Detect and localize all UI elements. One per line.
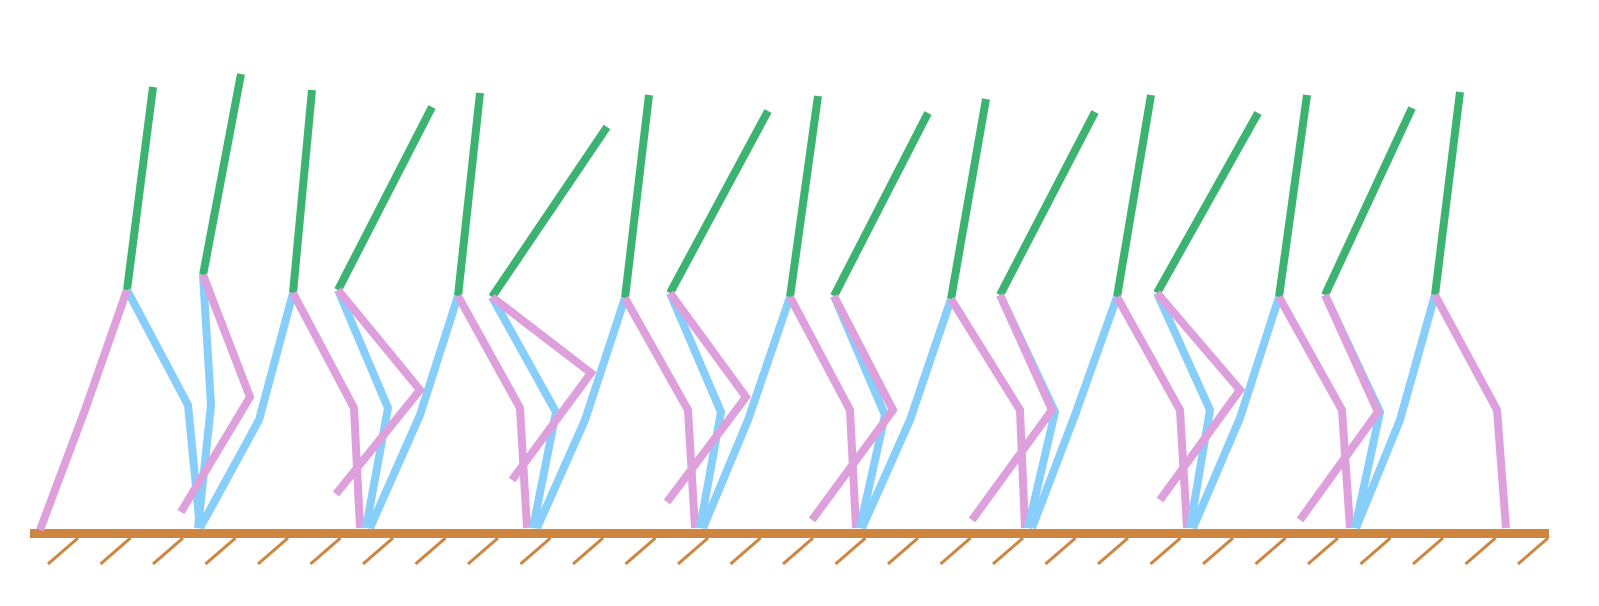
torso xyxy=(123,86,157,291)
hatch xyxy=(99,536,132,566)
hatch xyxy=(414,536,447,566)
hatch xyxy=(729,536,762,566)
left-leg xyxy=(289,291,364,529)
left-leg xyxy=(786,295,860,529)
hatch xyxy=(152,536,184,566)
figure xyxy=(808,111,932,529)
hatch xyxy=(992,536,1024,566)
hatch xyxy=(887,536,919,566)
hatch xyxy=(467,536,499,566)
figure xyxy=(332,105,436,529)
figure xyxy=(1352,91,1510,530)
torso xyxy=(786,95,822,298)
right-leg xyxy=(366,294,462,530)
figure xyxy=(196,89,364,530)
hatch xyxy=(257,536,289,566)
figure xyxy=(858,98,1029,530)
hatch xyxy=(834,536,867,566)
torso xyxy=(1275,94,1311,298)
figure xyxy=(1153,111,1262,529)
figure xyxy=(488,124,611,529)
torso xyxy=(488,124,611,300)
ground-hatches xyxy=(47,536,1549,566)
hatch xyxy=(1202,536,1234,566)
torso xyxy=(1321,106,1416,297)
torso xyxy=(830,111,932,298)
figure xyxy=(1189,94,1354,530)
figure xyxy=(699,95,860,530)
left-leg xyxy=(177,273,255,515)
hatch xyxy=(362,536,394,566)
figure xyxy=(663,109,772,529)
right-leg xyxy=(1189,295,1283,530)
hatch xyxy=(939,536,972,566)
right-leg xyxy=(196,291,297,530)
hatch xyxy=(519,536,552,566)
hatch xyxy=(1149,536,1182,566)
hatch xyxy=(309,536,342,566)
hatch xyxy=(624,536,657,566)
right-leg xyxy=(194,274,216,529)
right-leg xyxy=(1352,293,1439,530)
right-leg xyxy=(334,288,393,529)
right-leg xyxy=(666,291,726,529)
left-leg xyxy=(663,290,751,505)
hatch xyxy=(204,536,237,566)
left-leg xyxy=(947,296,1029,529)
torso xyxy=(454,92,484,297)
hatch xyxy=(572,536,604,566)
left-leg xyxy=(454,294,531,529)
right-leg xyxy=(533,296,629,530)
torso xyxy=(199,73,245,276)
left-leg xyxy=(1296,293,1383,523)
torso xyxy=(1431,91,1464,296)
left-leg xyxy=(1275,295,1354,529)
right-leg xyxy=(858,297,955,530)
hatch xyxy=(1097,536,1129,566)
figure xyxy=(968,110,1099,529)
figure xyxy=(1028,94,1191,530)
left-leg xyxy=(1153,290,1246,503)
left-leg xyxy=(808,294,898,523)
figure xyxy=(36,86,204,532)
hatch xyxy=(1359,536,1392,566)
figure xyxy=(1296,106,1416,529)
ground xyxy=(30,529,1549,538)
right-leg xyxy=(699,295,794,530)
left-leg xyxy=(489,293,597,483)
hatch xyxy=(677,536,709,566)
torso xyxy=(334,105,436,292)
hatch xyxy=(1412,536,1444,566)
hatch xyxy=(1307,536,1339,566)
figure xyxy=(177,73,255,529)
torso xyxy=(1153,111,1262,295)
hatch xyxy=(782,536,814,566)
hatch xyxy=(1254,536,1287,566)
hatch xyxy=(1464,536,1497,566)
torso xyxy=(289,89,316,294)
figure xyxy=(366,92,531,530)
right-leg xyxy=(1153,291,1215,529)
stick-figures xyxy=(36,73,1510,532)
right-leg xyxy=(488,295,561,529)
hatch xyxy=(1044,536,1077,566)
figure xyxy=(533,94,699,530)
left-leg xyxy=(968,293,1057,523)
left-leg xyxy=(332,287,426,497)
left-leg xyxy=(1431,293,1510,529)
left-leg xyxy=(621,296,699,529)
torso xyxy=(621,94,653,299)
hatch xyxy=(1517,536,1549,566)
torso xyxy=(947,98,990,300)
left-leg xyxy=(36,288,131,532)
torso xyxy=(666,109,772,295)
hatch xyxy=(47,536,79,566)
torso xyxy=(996,110,1099,297)
right-leg xyxy=(1028,295,1121,530)
left-leg xyxy=(1113,295,1191,529)
torso xyxy=(1113,94,1155,298)
